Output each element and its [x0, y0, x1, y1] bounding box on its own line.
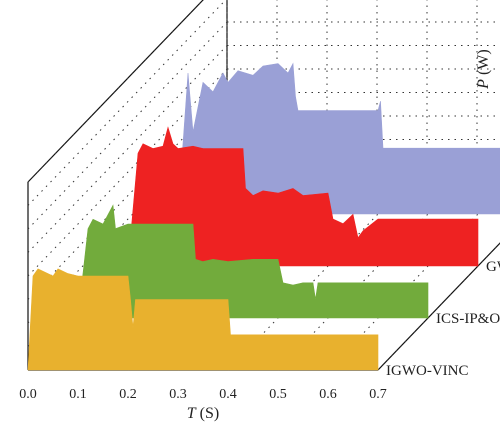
- series-label: GWO: [486, 259, 500, 275]
- x-tick-label: 0.5: [269, 387, 287, 402]
- x-tick-label: 0.6: [319, 387, 337, 402]
- series-area-gwo: [127, 126, 479, 267]
- tick-labels: 0.00.10.20.30.40.50.60.70100200300400500…: [19, 387, 387, 402]
- grid-line-floor: [227, 162, 428, 371]
- grid-line-side: [27, 0, 204, 183]
- grid-line-side: [27, 45, 228, 253]
- x-axis-label: T (S): [187, 405, 219, 422]
- grid-line-floor: [327, 190, 500, 371]
- x-tick-label: 0.1: [69, 387, 87, 402]
- y-axis-label: P(W): [475, 49, 492, 90]
- grid-line-floor: [377, 242, 500, 371]
- grid-line-side: [27, 92, 228, 300]
- x-tick-label: 0.3: [169, 387, 187, 402]
- series-area-igwo-vinc: [27, 268, 379, 371]
- grid-line-floor: [277, 162, 478, 371]
- series-area-inc: [177, 62, 500, 215]
- series-label: ICS-IP&O: [436, 311, 500, 327]
- grid-line-side: [27, 21, 228, 230]
- grid-line-side: [27, 68, 228, 277]
- x-tick-label: 0.0: [19, 387, 37, 402]
- x-tick-label: 0.4: [219, 387, 237, 402]
- x-tick-label: 0.7: [369, 387, 387, 402]
- grid-line-side: [27, 0, 227, 206]
- series-area-ics-ip-o: [77, 204, 429, 319]
- series-label: IGWO-VINC: [386, 363, 468, 379]
- grid-line-side: [27, 115, 228, 324]
- x-tick-label: 0.2: [119, 387, 137, 402]
- series-areas: [27, 62, 500, 371]
